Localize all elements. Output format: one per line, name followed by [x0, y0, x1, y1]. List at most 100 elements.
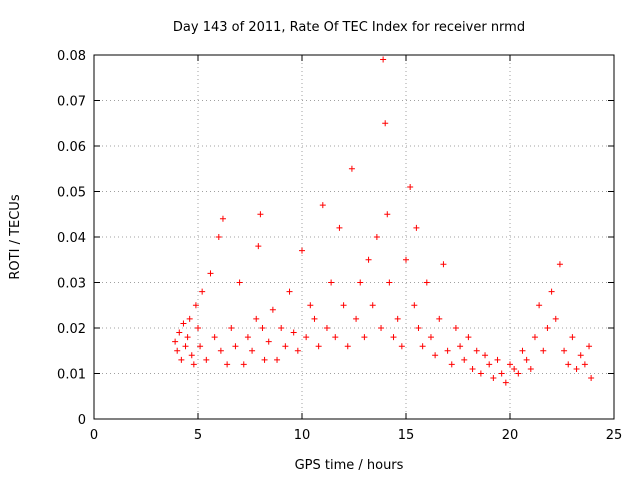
- data-point: [172, 338, 179, 345]
- x-tick-label: 20: [502, 428, 519, 443]
- data-point: [244, 334, 251, 341]
- data-point: [253, 315, 260, 322]
- data-point: [544, 325, 551, 331]
- data-point: [348, 165, 355, 172]
- y-axis-label: ROTI / TECUs: [8, 194, 23, 279]
- data-point: [382, 120, 389, 127]
- data-point: [413, 224, 420, 231]
- y-tick-label: 0.01: [57, 368, 86, 383]
- data-point: [523, 356, 530, 363]
- data-point: [195, 325, 201, 331]
- y-tick-label: 0.04: [57, 231, 86, 246]
- data-point: [269, 306, 276, 313]
- data-point: [469, 365, 476, 372]
- data-point: [461, 356, 468, 363]
- data-point: [448, 361, 455, 368]
- data-point: [373, 234, 380, 240]
- data-point: [307, 302, 314, 309]
- data-point: [427, 334, 434, 341]
- data-point: [577, 352, 584, 359]
- data-point: [249, 347, 256, 354]
- data-point: [311, 315, 318, 322]
- data-point: [217, 347, 224, 354]
- data-point: [531, 334, 538, 341]
- data-point: [477, 370, 484, 377]
- data-point: [423, 279, 430, 286]
- data-point: [586, 343, 593, 350]
- data-point: [369, 302, 376, 309]
- data-point: [556, 261, 563, 268]
- data-point: [188, 352, 195, 359]
- data-points: [172, 56, 595, 386]
- data-point: [378, 325, 385, 331]
- data-point: [452, 325, 459, 331]
- data-point: [540, 347, 547, 354]
- data-point: [581, 361, 588, 368]
- data-point: [486, 361, 493, 368]
- y-tick-label: 0.08: [57, 49, 86, 64]
- data-point: [353, 315, 360, 322]
- data-point: [261, 356, 268, 363]
- data-point: [319, 202, 326, 209]
- data-point: [573, 365, 580, 372]
- data-point: [259, 325, 266, 331]
- data-point: [340, 302, 347, 309]
- data-point: [199, 288, 206, 295]
- data-point: [490, 375, 497, 382]
- data-point: [184, 334, 191, 341]
- data-point: [215, 234, 222, 240]
- data-point: [386, 279, 393, 286]
- data-point: [565, 361, 572, 368]
- grid-lines: [94, 55, 614, 419]
- y-tick-labels: 0 0.01 0.02 0.03 0.04 0.05 0.06 0.07 0.08: [57, 49, 86, 428]
- chart-title: Day 143 of 2011, Rate Of TEC Index for r…: [173, 20, 525, 35]
- data-point: [457, 343, 464, 350]
- data-point: [174, 347, 181, 354]
- data-point: [228, 325, 235, 331]
- data-point: [274, 356, 281, 363]
- data-point: [255, 243, 262, 250]
- data-point: [403, 256, 409, 263]
- data-point: [561, 347, 568, 354]
- data-point: [507, 361, 513, 368]
- data-point: [536, 302, 543, 309]
- data-point: [278, 325, 285, 331]
- data-point: [380, 56, 387, 63]
- data-point: [415, 325, 422, 331]
- data-point: [332, 334, 339, 341]
- data-point: [384, 211, 391, 218]
- data-point: [548, 288, 555, 295]
- axis-ticks: [93, 54, 615, 420]
- y-tick-label: 0.06: [57, 140, 86, 155]
- data-point: [465, 334, 472, 341]
- x-tick-label: 15: [398, 428, 415, 443]
- data-point: [303, 334, 310, 341]
- data-point: [290, 329, 297, 336]
- x-tick-label: 5: [194, 428, 202, 443]
- data-point: [180, 320, 187, 327]
- data-point: [282, 343, 289, 350]
- data-point: [398, 343, 405, 350]
- data-point: [286, 288, 293, 295]
- data-point: [444, 347, 451, 354]
- data-point: [390, 334, 397, 341]
- x-tick-label: 10: [294, 428, 311, 443]
- data-point: [411, 302, 418, 309]
- data-point: [552, 315, 559, 322]
- data-point: [502, 379, 509, 386]
- data-point: [588, 375, 595, 382]
- y-tick-label: 0.05: [57, 186, 86, 201]
- data-point: [473, 347, 480, 354]
- data-point: [257, 211, 264, 218]
- data-point: [224, 361, 231, 368]
- data-point: [482, 352, 489, 359]
- data-point: [182, 343, 189, 350]
- data-point: [432, 352, 439, 359]
- data-point: [436, 315, 443, 322]
- x-tick-label: 25: [606, 428, 623, 443]
- data-point: [186, 315, 193, 322]
- data-point: [328, 279, 335, 286]
- data-point: [190, 361, 197, 368]
- data-point: [344, 343, 351, 350]
- data-point: [323, 325, 330, 331]
